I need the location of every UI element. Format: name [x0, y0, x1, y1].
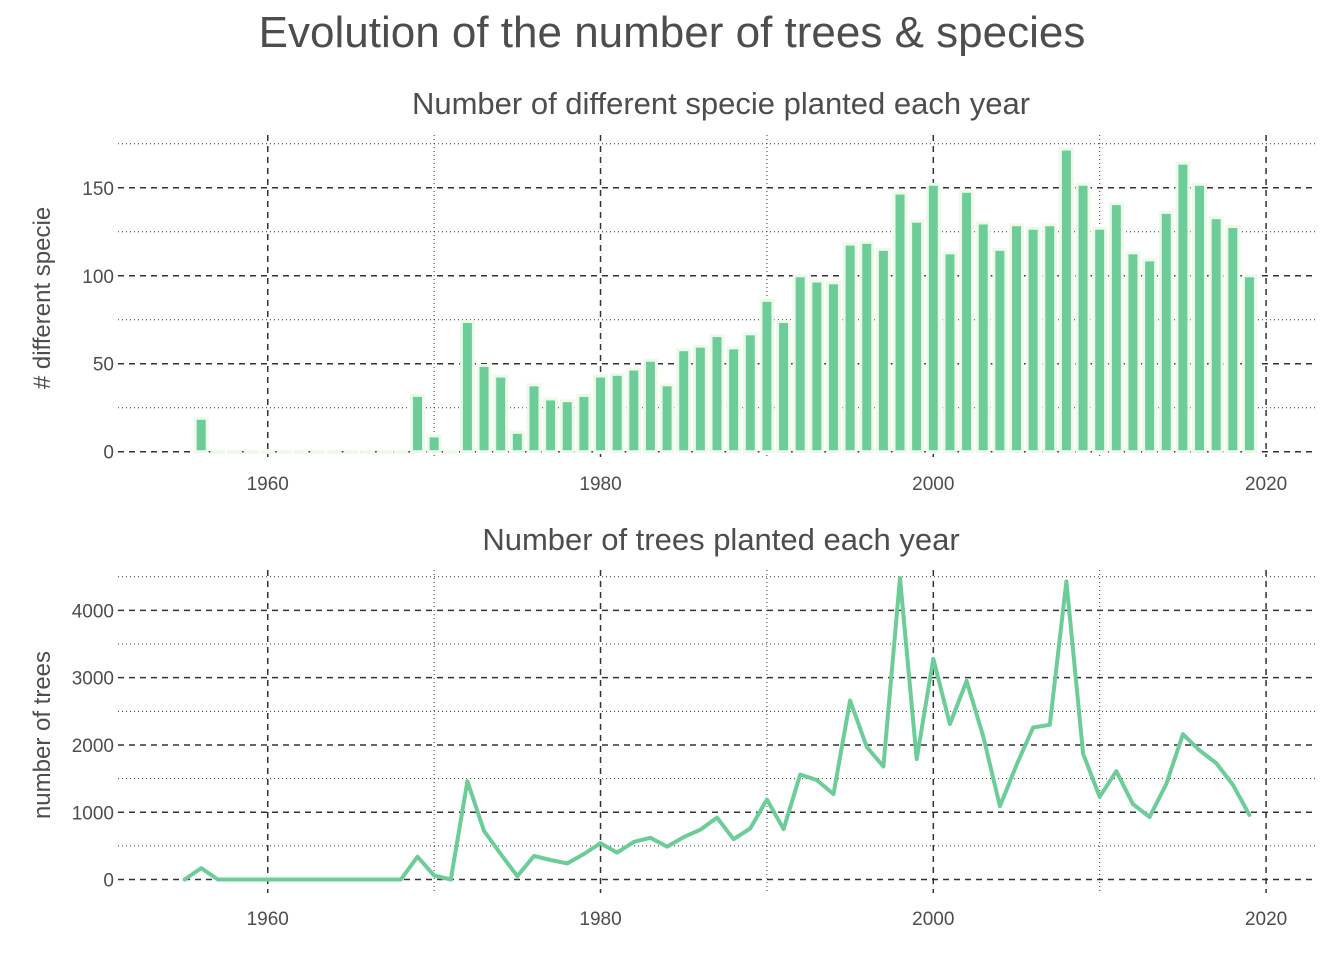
bar-1967	[376, 450, 392, 454]
x-tick-label: 1980	[579, 474, 621, 495]
bar-1964	[326, 450, 342, 454]
species-y-axis-title: # different specie	[29, 207, 56, 389]
bar-1961	[276, 450, 292, 454]
bar-1990	[759, 298, 775, 454]
bar-2009	[1075, 182, 1091, 454]
trees-y-axis-title: number of trees	[29, 651, 56, 819]
bar-1994	[825, 281, 841, 454]
x-tick-label: 1960	[247, 474, 289, 495]
bar-1989	[742, 332, 758, 454]
bar-1957	[210, 450, 226, 454]
bar-2012	[1125, 251, 1141, 454]
bar-1969	[410, 393, 425, 454]
bar-1971	[443, 450, 459, 454]
bar-1993	[809, 279, 825, 454]
bar-2015	[1175, 161, 1191, 454]
bar-2006	[1025, 226, 1041, 454]
bar-2001	[942, 251, 958, 454]
bar-2002	[959, 189, 975, 454]
bar-2010	[1092, 226, 1108, 454]
species-bars	[193, 147, 1257, 454]
bar-1992	[792, 274, 808, 454]
bar-1962	[293, 450, 309, 454]
bar-1986	[692, 344, 708, 454]
bar-1985	[676, 348, 692, 454]
y-tick-label: 1000	[72, 803, 114, 824]
bar-1963	[310, 450, 326, 454]
bar-2008	[1058, 147, 1074, 454]
y-tick-label: 0	[103, 871, 114, 892]
y-tick-label: 0	[103, 443, 114, 464]
bar-1997	[875, 247, 891, 454]
bar-2011	[1108, 202, 1124, 454]
bar-1966	[360, 450, 376, 454]
bar-1972	[459, 320, 475, 454]
x-tick-label: 2000	[912, 909, 954, 930]
bar-1973	[476, 364, 492, 454]
y-tick-label: 150	[82, 179, 114, 200]
bar-2007	[1042, 223, 1058, 454]
x-tick-label: 2020	[1245, 474, 1287, 495]
x-tick-label: 1980	[579, 909, 621, 930]
bar-1976	[526, 383, 542, 454]
bar-2005	[1009, 223, 1024, 454]
bar-1991	[776, 320, 792, 454]
bar-1977	[543, 397, 559, 454]
bar-1988	[726, 346, 742, 454]
bar-1978	[559, 399, 575, 454]
bar-1979	[576, 393, 592, 454]
bar-1956	[193, 416, 209, 454]
species-chart-title: Number of different specie planted each …	[412, 86, 1030, 121]
bar-2019	[1241, 274, 1257, 454]
species-bar-chart: Number of different specie planted each …	[29, 86, 1316, 495]
bar-2017	[1208, 216, 1224, 454]
trees-series-line	[182, 576, 1252, 882]
trees-line-chart: Number of trees planted each year number…	[29, 522, 1316, 930]
y-tick-label: 2000	[72, 736, 114, 757]
y-tick-label: 3000	[72, 669, 114, 690]
bar-1983	[642, 358, 658, 454]
y-tick-label: 50	[93, 355, 114, 376]
bar-2013	[1142, 258, 1158, 454]
bar-1981	[609, 372, 625, 454]
bar-1982	[626, 367, 642, 454]
x-tick-label: 1960	[247, 909, 289, 930]
bar-2016	[1192, 182, 1208, 454]
bar-1960	[260, 450, 276, 454]
x-tick-label: 2020	[1245, 909, 1287, 930]
bar-1965	[343, 450, 359, 454]
bar-1999	[909, 219, 925, 454]
bar-2000	[925, 182, 941, 454]
bar-2014	[1158, 210, 1174, 454]
bar-1987	[709, 334, 725, 454]
species-tick-labels: 1960 1980 2000 2020 0 50 100 150	[82, 179, 1287, 495]
main-title: Evolution of the number of trees & speci…	[258, 8, 1086, 57]
bar-1974	[493, 374, 509, 454]
bar-1996	[859, 240, 875, 454]
trees-grid	[118, 570, 1316, 893]
bar-2003	[975, 221, 991, 454]
x-tick-label: 2000	[912, 474, 954, 495]
trees-chart-title: Number of trees planted each year	[482, 522, 959, 557]
bar-1970	[426, 434, 442, 454]
y-tick-label: 4000	[72, 601, 114, 622]
y-tick-label: 100	[82, 267, 114, 288]
trees-tick-labels: 1960 1980 2000 2020 0 1000 2000 3000 4000	[72, 601, 1288, 930]
bar-1959	[243, 450, 259, 454]
bar-1975	[509, 430, 525, 454]
trees-line-marks	[182, 576, 1252, 882]
bar-1980	[593, 374, 609, 454]
bar-2004	[992, 247, 1008, 454]
bar-1984	[659, 383, 675, 454]
bar-1998	[892, 191, 908, 454]
bar-2018	[1225, 224, 1241, 454]
bar-1958	[226, 450, 242, 454]
bar-1995	[842, 242, 858, 454]
bar-1968	[393, 450, 409, 454]
